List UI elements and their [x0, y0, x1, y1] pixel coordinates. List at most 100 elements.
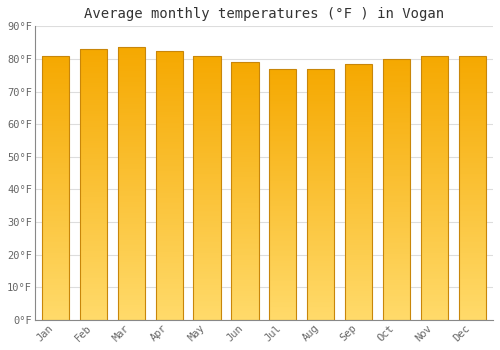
- Bar: [345, 224, 372, 226]
- Bar: [420, 57, 448, 59]
- Bar: [345, 272, 372, 274]
- Bar: [458, 66, 486, 68]
- Bar: [118, 176, 145, 178]
- Bar: [42, 56, 69, 57]
- Bar: [307, 124, 334, 126]
- Bar: [194, 88, 220, 89]
- Bar: [156, 63, 183, 65]
- Bar: [42, 214, 69, 216]
- Bar: [42, 161, 69, 163]
- Bar: [42, 147, 69, 149]
- Bar: [345, 89, 372, 91]
- Bar: [458, 295, 486, 297]
- Bar: [269, 206, 296, 208]
- Bar: [458, 139, 486, 140]
- Bar: [232, 79, 258, 81]
- Bar: [383, 248, 410, 250]
- Bar: [307, 158, 334, 159]
- Bar: [118, 115, 145, 117]
- Bar: [42, 241, 69, 243]
- Bar: [458, 122, 486, 124]
- Bar: [194, 142, 220, 144]
- Bar: [118, 245, 145, 247]
- Bar: [458, 93, 486, 94]
- Bar: [42, 122, 69, 124]
- Bar: [307, 196, 334, 198]
- Bar: [420, 103, 448, 105]
- Bar: [383, 278, 410, 280]
- Bar: [156, 112, 183, 113]
- Bar: [156, 259, 183, 261]
- Bar: [156, 146, 183, 148]
- Bar: [118, 84, 145, 86]
- Bar: [458, 114, 486, 116]
- Bar: [458, 193, 486, 195]
- Bar: [80, 306, 107, 307]
- Bar: [194, 239, 220, 241]
- Bar: [118, 158, 145, 160]
- Bar: [420, 241, 448, 243]
- Bar: [42, 126, 69, 128]
- Bar: [42, 209, 69, 211]
- Bar: [307, 208, 334, 209]
- Bar: [194, 77, 220, 78]
- Bar: [156, 277, 183, 279]
- Bar: [458, 243, 486, 244]
- Bar: [80, 262, 107, 264]
- Bar: [307, 168, 334, 169]
- Bar: [307, 228, 334, 230]
- Bar: [458, 290, 486, 292]
- Bar: [383, 96, 410, 97]
- Bar: [420, 102, 448, 103]
- Bar: [80, 170, 107, 172]
- Bar: [345, 243, 372, 245]
- Bar: [118, 62, 145, 64]
- Bar: [156, 230, 183, 232]
- Bar: [118, 287, 145, 289]
- Bar: [383, 231, 410, 233]
- Bar: [383, 113, 410, 114]
- Bar: [118, 189, 145, 191]
- Bar: [420, 156, 448, 158]
- Bar: [118, 175, 145, 176]
- Bar: [269, 119, 296, 121]
- Bar: [269, 142, 296, 144]
- Bar: [420, 96, 448, 98]
- Bar: [345, 219, 372, 221]
- Bar: [232, 277, 258, 279]
- Bar: [383, 261, 410, 262]
- Bar: [345, 71, 372, 72]
- Bar: [269, 153, 296, 154]
- Bar: [269, 193, 296, 194]
- Bar: [232, 284, 258, 286]
- Bar: [269, 89, 296, 90]
- Bar: [269, 74, 296, 75]
- Bar: [156, 117, 183, 119]
- Bar: [118, 149, 145, 151]
- Bar: [42, 88, 69, 89]
- Bar: [345, 284, 372, 286]
- Bar: [420, 89, 448, 91]
- Bar: [458, 260, 486, 262]
- Bar: [383, 202, 410, 203]
- Bar: [156, 106, 183, 108]
- Bar: [80, 183, 107, 184]
- Bar: [345, 221, 372, 223]
- Bar: [269, 313, 296, 315]
- Bar: [156, 232, 183, 234]
- Bar: [80, 75, 107, 76]
- Bar: [345, 195, 372, 197]
- Bar: [458, 318, 486, 320]
- Bar: [269, 147, 296, 149]
- Bar: [156, 62, 183, 63]
- Bar: [80, 244, 107, 246]
- Bar: [307, 151, 334, 153]
- Bar: [194, 71, 220, 73]
- Bar: [194, 211, 220, 212]
- Bar: [458, 239, 486, 241]
- Bar: [269, 188, 296, 189]
- Bar: [118, 171, 145, 173]
- Bar: [269, 231, 296, 233]
- Bar: [458, 59, 486, 61]
- Bar: [118, 311, 145, 313]
